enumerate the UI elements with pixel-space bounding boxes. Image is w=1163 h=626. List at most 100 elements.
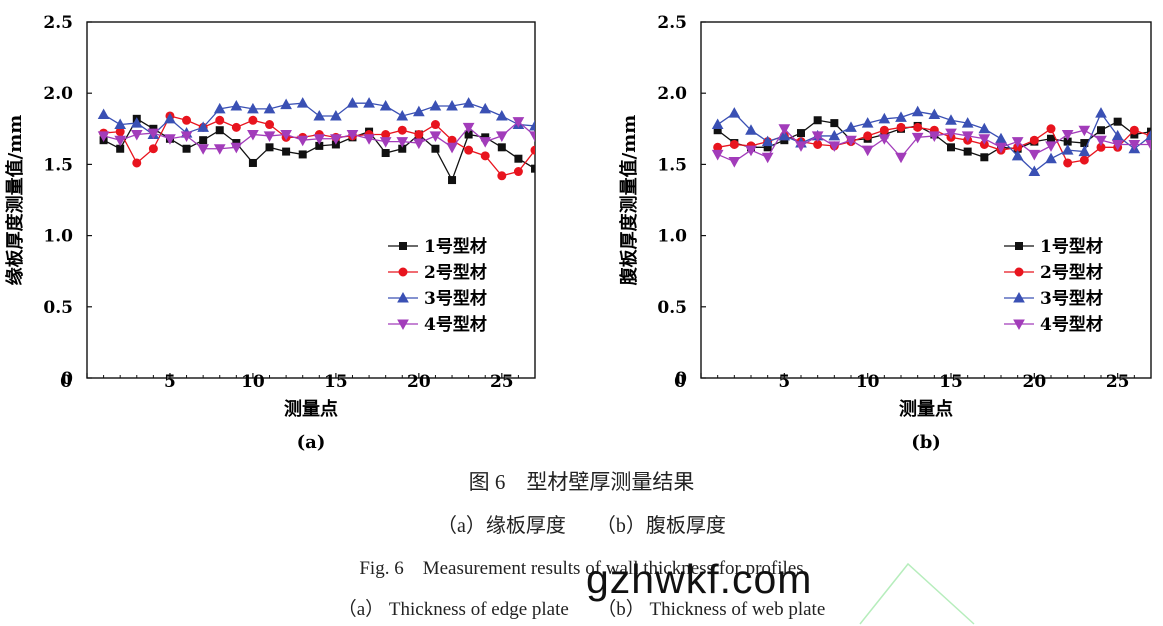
figure-charts: 0 0.5 1.0 1.5 2.0 2.5 0 5 10 15 20 25 测量点 缘板厚度测量值/mm (…	[4, 13, 1152, 453]
data-point	[1111, 129, 1124, 141]
data-point	[230, 99, 243, 111]
data-point	[778, 129, 791, 141]
data-point	[1095, 107, 1107, 118]
figure-caption-zh: 图 6 型材壁厚测量结果	[468, 470, 695, 494]
data-point	[1128, 139, 1141, 151]
x-axis-label: 测量点	[899, 398, 953, 420]
data-point	[861, 117, 874, 128]
legend-label: 2号型材	[1040, 262, 1103, 283]
data-point	[711, 149, 724, 161]
data-point	[980, 153, 989, 162]
x-tick-label: 0	[674, 372, 686, 392]
data-point	[132, 158, 142, 168]
data-point	[797, 129, 805, 138]
data-point	[247, 129, 259, 141]
data-point	[813, 116, 822, 125]
data-point	[116, 144, 125, 153]
data-point	[1028, 149, 1041, 161]
data-point	[512, 117, 525, 128]
series-layer	[97, 97, 535, 185]
data-point	[928, 108, 941, 120]
data-point	[1078, 125, 1091, 137]
x-tick-label: 15	[939, 372, 963, 392]
data-point	[978, 122, 991, 134]
y-tick-label: 0	[61, 369, 73, 389]
panel-label: (b)	[911, 432, 941, 453]
data-point	[263, 102, 276, 114]
plot-frame	[700, 21, 1152, 379]
data-point	[1045, 141, 1057, 152]
y-axis-label: 腹板厚度测量值/mm	[618, 115, 640, 286]
data-point	[431, 144, 440, 153]
data-point	[247, 102, 259, 114]
data-point	[811, 131, 824, 142]
data-point	[1145, 129, 1151, 141]
data-point	[745, 145, 757, 157]
data-point	[947, 143, 955, 152]
data-point	[480, 151, 490, 161]
legend-marker	[1015, 242, 1023, 250]
data-point	[1097, 126, 1105, 135]
x-tick-label: 10	[241, 372, 265, 392]
data-point	[895, 111, 907, 122]
data-point	[529, 131, 535, 142]
data-point	[761, 135, 774, 147]
data-point	[495, 109, 508, 121]
legend-marker	[397, 319, 409, 331]
data-point	[978, 134, 991, 145]
data-point	[114, 135, 127, 147]
data-point	[363, 97, 375, 108]
data-point	[164, 112, 176, 124]
subcaption-zh: （a）缘板厚度 （b）腹板厚度	[437, 515, 726, 537]
data-point	[248, 158, 257, 167]
chart-panel-b: 00.51.01.52.02.50 5 10 15 20 25测量点腹板厚度测量值/mm(…	[618, 13, 1152, 453]
data-point	[182, 144, 191, 153]
legend-marker	[397, 291, 409, 303]
data-point	[911, 105, 924, 117]
data-point	[296, 97, 309, 108]
y-tick-label: 2.0	[657, 84, 687, 104]
data-point	[878, 112, 891, 124]
data-point	[346, 97, 359, 108]
data-point	[711, 118, 724, 130]
x-tick-label: 5	[164, 372, 176, 392]
x-tick-label: 20	[1022, 372, 1046, 392]
data-point	[263, 131, 276, 142]
legend-marker	[398, 267, 408, 277]
data-point	[963, 147, 972, 156]
data-point	[215, 126, 224, 135]
data-point	[363, 134, 375, 145]
data-point	[1046, 124, 1056, 134]
data-point	[1095, 135, 1107, 147]
data-point	[1011, 149, 1024, 161]
data-point	[462, 122, 475, 134]
data-point	[462, 97, 475, 108]
data-point	[429, 131, 442, 142]
data-point	[230, 142, 243, 154]
legend-label: 2号型材	[424, 262, 487, 283]
data-point	[1028, 165, 1041, 177]
data-point	[313, 109, 326, 121]
data-point	[147, 128, 160, 140]
legend-label: 1号型材	[1040, 236, 1103, 257]
x-axis-label: 测量点	[284, 398, 338, 420]
data-point	[330, 134, 342, 145]
data-point	[728, 157, 741, 168]
data-point	[995, 142, 1007, 154]
data-point	[248, 115, 258, 125]
data-point	[961, 117, 974, 128]
data-point	[896, 122, 906, 132]
data-point	[213, 102, 226, 114]
data-point	[861, 145, 874, 157]
legend-marker	[1013, 291, 1025, 303]
data-point	[1129, 125, 1139, 135]
chart-legend: 1号型材 2号型材 3号型材 4号型材	[388, 236, 487, 335]
data-point	[961, 131, 974, 142]
legend-marker	[399, 242, 407, 250]
x-tick-label: 15	[324, 372, 348, 392]
data-point	[199, 136, 208, 145]
legend-label: 4号型材	[424, 314, 487, 335]
y-tick-label: 1.5	[657, 155, 687, 175]
data-point	[180, 131, 193, 142]
data-point	[464, 145, 474, 155]
